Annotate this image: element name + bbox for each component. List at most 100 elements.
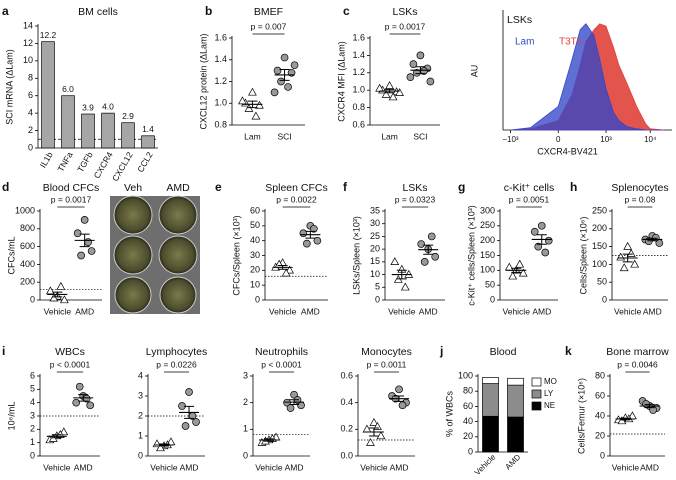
x-tick-label: AMD bbox=[503, 452, 522, 471]
y-tick-label: 5 bbox=[30, 384, 35, 394]
data-point bbox=[626, 249, 636, 257]
bar-segment bbox=[507, 377, 524, 386]
data-point bbox=[251, 111, 261, 120]
data-point bbox=[313, 236, 322, 245]
x-tick-label: SCI bbox=[277, 131, 291, 141]
x-tick-label: AMD bbox=[74, 462, 93, 472]
y-tick-label: 3 bbox=[30, 410, 35, 420]
plate bbox=[158, 195, 198, 235]
error-bar bbox=[368, 427, 379, 437]
bar-segment bbox=[507, 416, 524, 453]
data-point bbox=[395, 385, 403, 394]
x-tick-label: CCL2 bbox=[135, 150, 155, 174]
data-point bbox=[281, 268, 291, 277]
y-tick-label: 0 bbox=[375, 294, 380, 304]
panel-label: h bbox=[570, 180, 577, 194]
y-tick-label: 100 bbox=[592, 259, 607, 269]
y-tick-label: 0.6 bbox=[340, 370, 353, 380]
data-point bbox=[362, 424, 372, 433]
y-tick-label: 150 bbox=[480, 250, 495, 260]
y-tick-label: 60 bbox=[595, 390, 605, 400]
p-value: p < 0.0001 bbox=[261, 359, 302, 369]
panel-title: BM cells bbox=[78, 6, 118, 18]
panel-label: i bbox=[2, 344, 5, 358]
data-point bbox=[504, 262, 514, 271]
data-point bbox=[395, 88, 404, 96]
y-tick-label: 30 bbox=[370, 218, 380, 228]
data-point bbox=[80, 216, 89, 224]
y-tick-label: 4 bbox=[30, 397, 35, 407]
data-point bbox=[56, 281, 66, 290]
error-bar bbox=[644, 403, 655, 409]
p-value: p = 0.0323 bbox=[395, 194, 436, 204]
y-tick-label: 20 bbox=[595, 430, 605, 440]
y-tick-label: 14 bbox=[23, 20, 33, 30]
y-axis-label: LSKs/Spleen (×10³) bbox=[351, 216, 361, 295]
data-point bbox=[181, 422, 190, 430]
data-point bbox=[398, 401, 407, 410]
error-bar bbox=[384, 88, 395, 94]
y-axis-label: CXCR4 MFI (ΔLam) bbox=[336, 41, 346, 122]
y-tick-label: 3 bbox=[243, 370, 248, 380]
panel-label: e bbox=[215, 180, 222, 194]
y-tick-label: 0 bbox=[255, 294, 260, 304]
y-tick-label: 1 bbox=[243, 424, 248, 434]
y-tick-label: 0.4 bbox=[340, 397, 353, 407]
p-value: p = 0.007 bbox=[251, 21, 287, 31]
y-tick-label: 0 bbox=[30, 294, 35, 304]
x-tick-label: AMD bbox=[301, 306, 320, 316]
y-tick-label: 10 bbox=[370, 269, 380, 279]
data-point bbox=[310, 224, 318, 233]
x-tick-label: AMD bbox=[285, 462, 304, 472]
error-bar bbox=[536, 234, 547, 245]
x-tick-label: IL1b bbox=[38, 150, 55, 170]
y-axis-label: CXCL12 protein (ΔLam) bbox=[198, 33, 208, 129]
data-point bbox=[416, 51, 425, 60]
error-bar bbox=[78, 394, 89, 402]
panel-title: Blood bbox=[490, 346, 517, 358]
panel-title: LSKs bbox=[402, 182, 427, 194]
plate bbox=[113, 235, 153, 275]
y-tick-label: 0 bbox=[490, 294, 495, 304]
bar-segment bbox=[482, 415, 499, 453]
p-value: p = 0.0046 bbox=[617, 359, 658, 369]
plate bbox=[158, 235, 198, 275]
y-tick-label: 0.8 bbox=[214, 119, 227, 129]
y-tick-label: 35 bbox=[370, 205, 380, 215]
y-tick-label: 100 bbox=[480, 265, 495, 275]
data-point bbox=[623, 241, 633, 250]
data-point bbox=[406, 73, 415, 82]
y-axis-label: SCI mRNA (ΔLam) bbox=[4, 49, 14, 125]
bar bbox=[41, 41, 55, 149]
error-bar bbox=[423, 244, 434, 255]
panel-label: g bbox=[458, 180, 465, 194]
x-tick-label: Vehicle bbox=[388, 306, 416, 316]
error-bar bbox=[51, 434, 62, 439]
data-point bbox=[87, 247, 96, 255]
p-value: p = 0.0017 bbox=[385, 21, 426, 31]
bar-segment bbox=[482, 377, 499, 384]
panel-title: Spleen CFCs bbox=[265, 182, 327, 194]
error-bar bbox=[277, 264, 288, 270]
bar bbox=[61, 95, 75, 149]
data-point bbox=[286, 404, 295, 412]
data-point bbox=[420, 258, 429, 266]
value-label: 6.0 bbox=[62, 84, 74, 94]
error-bar bbox=[620, 417, 631, 421]
histogram-area bbox=[510, 23, 664, 131]
x-tick-label: AMD bbox=[643, 306, 662, 316]
y-tick-label: 15 bbox=[370, 256, 380, 266]
y-tick-label: 250 bbox=[592, 205, 607, 215]
error-bar bbox=[305, 230, 316, 239]
y-tick-label: 2 bbox=[138, 410, 143, 420]
data-point bbox=[427, 232, 436, 241]
y-tick-label: 0.0 bbox=[340, 450, 353, 460]
data-point bbox=[73, 229, 82, 238]
data-point bbox=[388, 92, 398, 101]
y-tick-label: 2 bbox=[28, 125, 33, 135]
x-tick-label: 10³ bbox=[600, 135, 612, 144]
data-point bbox=[49, 293, 59, 302]
data-point bbox=[277, 77, 285, 86]
panel-label: j bbox=[439, 344, 443, 358]
